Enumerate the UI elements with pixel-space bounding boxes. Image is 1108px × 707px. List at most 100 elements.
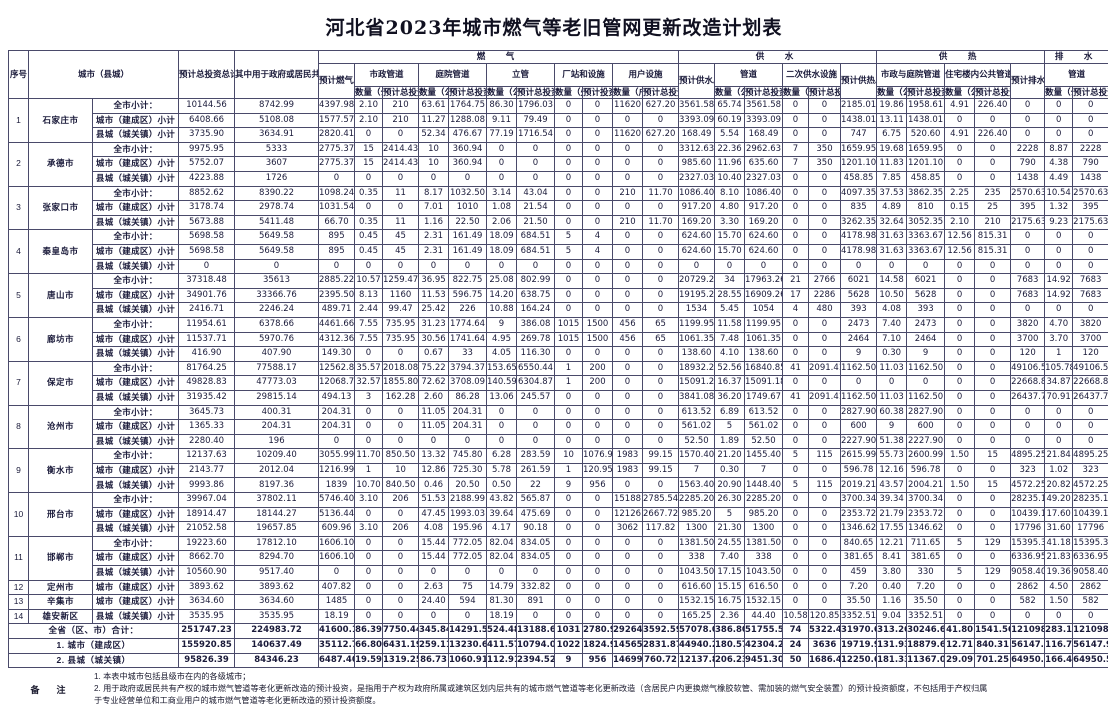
- data-cell: 0: [1011, 259, 1045, 274]
- data-cell: 5698.58: [179, 230, 235, 245]
- data-cell: 582: [1073, 595, 1108, 610]
- data-cell: 3607: [235, 157, 319, 172]
- th-unit-drain-pipe-qty: 数量（公里）: [1045, 86, 1073, 99]
- data-cell: 5333: [235, 142, 319, 157]
- data-cell: 2091.41: [809, 361, 841, 376]
- note-line: 2. 用于政府或居民共有产权的城市燃气管道等老化更新改造的预计投资，是指用于产权…: [94, 683, 1100, 695]
- th-heat-subtotal: 预计供热总投资合计（万元）: [841, 63, 877, 99]
- data-cell: 6021: [907, 274, 945, 289]
- data-cell: 0: [555, 186, 583, 201]
- data-cell: 120: [1073, 347, 1108, 362]
- data-cell: 10: [383, 463, 419, 478]
- data-cell: 7683: [1011, 274, 1045, 289]
- data-cell: 790: [1011, 157, 1045, 172]
- data-cell: 24.55: [715, 536, 745, 551]
- data-cell: 9.04: [877, 609, 907, 624]
- data-cell: 407.90: [235, 347, 319, 362]
- th-gov-resident-investment: 其中用于政府或居民共有产权的城市燃气管道等老化更新改造预计投资（万元）: [235, 51, 319, 99]
- data-cell: 21.20: [715, 449, 745, 464]
- data-cell: 1098.24: [319, 186, 355, 201]
- th-unit-gas-mp-inv: 预计总投资（万元）: [383, 86, 419, 99]
- data-cell: 269.78: [517, 332, 555, 347]
- data-cell: 0: [355, 580, 383, 595]
- row-scope-label: 全市小计：: [93, 536, 179, 551]
- data-cell: 0: [613, 347, 643, 362]
- data-cell: 4312.36: [319, 332, 355, 347]
- data-cell: 1.02: [1045, 463, 1073, 478]
- data-cell: 2464: [907, 332, 945, 347]
- data-cell: 0: [1073, 434, 1108, 449]
- data-cell: 15.44: [419, 536, 449, 551]
- th-gas-station: 厂站和设施: [555, 63, 613, 86]
- data-cell: 3893.62: [235, 580, 319, 595]
- data-cell: 0: [1073, 128, 1108, 143]
- data-cell: 164.24: [517, 303, 555, 318]
- data-cell: 0: [355, 347, 383, 362]
- data-cell: 0: [1045, 244, 1073, 259]
- total-data-cell: 1686.41: [809, 653, 841, 668]
- row-scope-label: 县城（城关镇）小计: [93, 390, 179, 405]
- data-cell: 0: [809, 186, 841, 201]
- data-cell: 1993.03: [449, 507, 487, 522]
- data-cell: 8197.36: [235, 478, 319, 493]
- data-cell: 0.30: [715, 463, 745, 478]
- data-cell: 162.28: [383, 390, 419, 405]
- data-cell: 9: [841, 347, 877, 362]
- data-cell: 52.34: [419, 128, 449, 143]
- total-data-cell: 10794.09: [517, 639, 555, 654]
- data-cell: 0: [975, 507, 1011, 522]
- data-cell: 10.50: [877, 288, 907, 303]
- total-row-label: 全省（区、市）合计：: [9, 624, 179, 639]
- data-cell: 65.74: [715, 99, 745, 114]
- data-cell: 39.64: [487, 507, 517, 522]
- data-cell: 0: [945, 142, 975, 157]
- total-data-cell: 840.31: [975, 639, 1011, 654]
- data-cell: 0: [517, 434, 555, 449]
- data-cell: 7: [783, 142, 809, 157]
- data-cell: 32.64: [877, 215, 907, 230]
- data-cell: 0: [1073, 609, 1108, 624]
- data-cell: 0: [583, 215, 613, 230]
- data-cell: 613.52: [745, 405, 783, 420]
- data-cell: 0: [383, 507, 419, 522]
- data-cell: 5.45: [715, 303, 745, 318]
- th-unit-gas-cp-qty: 数量（公里）: [419, 86, 449, 99]
- data-cell: 0: [613, 288, 643, 303]
- data-cell: 0: [975, 274, 1011, 289]
- row-scope-label: 城市（建成区）小计: [93, 157, 179, 172]
- data-cell: 0: [643, 288, 679, 303]
- data-cell: 0: [383, 420, 419, 435]
- data-cell: 34: [715, 274, 745, 289]
- data-cell: 0: [809, 566, 841, 581]
- data-cell: 31.63: [877, 230, 907, 245]
- data-cell: 140.59: [487, 376, 517, 391]
- data-cell: 6021: [841, 274, 877, 289]
- data-cell: 82.04: [487, 551, 517, 566]
- data-cell: 0: [945, 347, 975, 362]
- data-cell: 65: [643, 317, 679, 332]
- data-cell: 627.20: [643, 128, 679, 143]
- total-data-cell: 13188.60: [517, 624, 555, 639]
- row-city-name: 承德市: [29, 142, 93, 186]
- data-cell: 624.60: [679, 230, 715, 245]
- data-cell: 0: [643, 580, 679, 595]
- total-data-cell: 74: [783, 624, 809, 639]
- data-cell: 120.95: [583, 463, 613, 478]
- data-cell: 1: [355, 463, 383, 478]
- plan-table-page: 河北省2023年城市燃气等老旧管网更新改造计划表 序号 城市（县城） 预计总投资…: [0, 0, 1108, 666]
- th-unit-water-pipe-qty: 数量（公里）: [715, 86, 745, 99]
- data-cell: 0: [517, 157, 555, 172]
- data-cell: 11.53: [419, 288, 449, 303]
- data-cell: 0: [487, 142, 517, 157]
- data-cell: 0: [975, 522, 1011, 537]
- data-cell: 0: [809, 128, 841, 143]
- data-cell: 0: [643, 434, 679, 449]
- data-cell: 840.50: [383, 478, 419, 493]
- data-cell: 0: [945, 172, 975, 187]
- data-cell: 0: [809, 536, 841, 551]
- data-cell: 1606.10: [319, 536, 355, 551]
- data-cell: 195.96: [449, 522, 487, 537]
